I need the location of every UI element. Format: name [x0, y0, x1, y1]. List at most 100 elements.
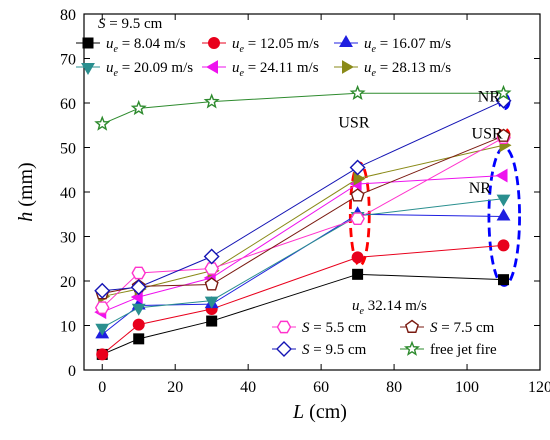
data-point-u-e-12-05-m-s [351, 251, 364, 264]
y-tick-label: 50 [60, 141, 76, 158]
y-tick-label: 20 [60, 274, 76, 291]
legend-item-u-e-8-04-m-s: ue = 8.04 m/s [76, 36, 186, 55]
legend-top-header: S = 9.5 cm [98, 16, 163, 32]
legend-bottom: ue 32.14 m/s S = 5.5 cm S = 7.5 cm S = 9.5… [272, 298, 497, 358]
series-line-s-7-5-cm [102, 135, 504, 294]
y-tick-label: 10 [60, 319, 76, 336]
data-point-u-e-8-04-m-s [133, 333, 145, 345]
x-tick-label: 100 [455, 379, 479, 396]
y-tick-label: 80 [60, 7, 76, 24]
legend-marker-u-e-20-09-m-s [81, 63, 95, 76]
data-point-s-9-5-cm [94, 282, 111, 299]
data-point-u-e-12-05-m-s [497, 239, 510, 252]
data-point-s-5-5-cm [131, 266, 147, 280]
data-point-free-jet-fire [203, 93, 220, 109]
data-point-u-e-20-09-m-s [204, 296, 219, 309]
x-axis-label: L (cm) [292, 401, 347, 423]
data-point-u-e-12-05-m-s [132, 318, 145, 331]
x-tick-label: 20 [167, 379, 183, 396]
data-point-u-e-12-05-m-s [96, 348, 109, 361]
legend-label: free jet fire [430, 342, 497, 358]
legend-marker-free-jet-fire [403, 340, 421, 356]
data-point-u-e-16-07-m-s [496, 208, 511, 221]
series-line-s-5-5-cm [101, 137, 504, 309]
annotation-nr: NR [478, 89, 501, 106]
legend-item-u-e-12-05-m-s: ue = 12.05 m/s [202, 36, 319, 55]
data-point-u-e-24-11-m-s [495, 168, 508, 183]
y-axis-unit: (mm) [15, 162, 37, 211]
legend-item-s-7-5-cm: S = 7.5 cm [400, 319, 495, 336]
series-lines [101, 92, 504, 355]
legend-label: ue = 20.09 m/s [106, 60, 193, 79]
data-point-free-jet-fire [495, 84, 512, 101]
data-point-s-7-5-cm [496, 128, 511, 142]
y-axis-var: h [15, 212, 37, 222]
annotations: USR USR NR NR [338, 89, 503, 197]
legend-marker-u-e-16-07-m-s [339, 34, 353, 47]
data-point-s-5-5-cm [94, 301, 110, 315]
x-tick-label: 120 [528, 379, 550, 396]
legend-marker-u-e-12-05-m-s [208, 37, 220, 49]
legend-item-s-9-5-cm: S = 9.5 cm [272, 341, 367, 358]
series-line-u-e-28-13-m-s [102, 144, 504, 298]
annotation-usr: USR [472, 126, 503, 143]
series-line-u-e-12-05-m-s [101, 244, 504, 355]
series-line-u-e-16-07-m-s [101, 213, 504, 335]
axis-ticks: 0 20 40 60 80 100 120 0 10 20 30 40 50 60 70 80 [60, 7, 550, 396]
legend-item-u-e-28-13-m-s: ue = 28.13 m/s [334, 60, 451, 79]
x-tick-label: 60 [313, 379, 329, 396]
legend-label: ue = 16.07 m/s [364, 36, 451, 55]
data-point-free-jet-fire [130, 99, 147, 116]
legend-top: S = 9.5 cm ue = 8.04 m/s ue = 12.05 m/s ue… [76, 16, 451, 79]
data-point-u-e-20-09-m-s [496, 194, 511, 207]
y-tick-label: 30 [60, 230, 76, 247]
y-tick-label: 60 [60, 96, 76, 113]
data-point-free-jet-fire [349, 84, 366, 101]
x-axis-unit: (cm) [304, 401, 347, 423]
legend-label: ue = 8.04 m/s [106, 36, 186, 55]
data-point-s-9-5-cm [349, 159, 366, 176]
data-point-s-9-5-cm [203, 248, 220, 265]
series-line-u-e-20-09-m-s [101, 198, 504, 329]
data-point-s-7-5-cm [350, 188, 365, 202]
y-tick-label: 40 [60, 185, 76, 202]
legend-item-free-jet-fire: free jet fire [400, 340, 497, 358]
legend-marker-s-5-5-cm [276, 320, 292, 334]
annotation-usr: USR [338, 114, 369, 131]
data-point-s-7-5-cm [204, 277, 219, 291]
legend-item-u-e-20-09-m-s: ue = 20.09 m/s [76, 60, 193, 79]
x-axis-var: L [292, 401, 304, 423]
region-ellipses [348, 93, 521, 287]
data-point-s-9-5-cm [130, 279, 147, 296]
legend-marker-u-e-24-11-m-s [205, 60, 218, 74]
data-point-u-e-8-04-m-s [352, 268, 364, 280]
annotation-nr: NR [469, 180, 492, 197]
x-tick-label: 80 [386, 379, 402, 396]
legend-item-u-e-16-07-m-s: ue = 16.07 m/s [334, 34, 451, 55]
data-point-s-5-5-cm [350, 212, 365, 226]
series-line-s-9-5-cm [102, 100, 504, 292]
legend-label: S = 9.5 cm [302, 342, 367, 358]
series-line-free-jet-fire [102, 92, 504, 125]
y-tick-label: 0 [68, 363, 76, 380]
data-point-free-jet-fire [94, 115, 111, 131]
plot-frame [83, 13, 541, 371]
x-tick-label: 0 [98, 379, 106, 396]
legend-item-s-5-5-cm: S = 5.5 cm [272, 320, 367, 336]
legend-bottom-header: ue 32.14 m/s [352, 298, 427, 317]
data-point-u-e-28-13-m-s [353, 171, 366, 186]
data-point-u-e-20-09-m-s [95, 323, 110, 336]
data-point-u-e-8-04-m-s [498, 274, 510, 286]
legend-marker-s-9-5-cm [276, 341, 292, 357]
data-point-s-5-5-cm [204, 262, 219, 275]
legend-marker-u-e-8-04-m-s [82, 37, 94, 49]
legend-label: S = 5.5 cm [302, 320, 367, 336]
legend-marker-u-e-28-13-m-s [342, 60, 355, 74]
data-point-u-e-8-04-m-s [206, 315, 218, 327]
legend-marker-s-7-5-cm [404, 319, 420, 333]
y-tick-label: 70 [60, 52, 76, 69]
series-markers [94, 84, 512, 361]
legend-label: S = 7.5 cm [430, 320, 495, 336]
data-point-u-e-20-09-m-s [131, 303, 146, 316]
x-tick-label: 40 [240, 379, 256, 396]
